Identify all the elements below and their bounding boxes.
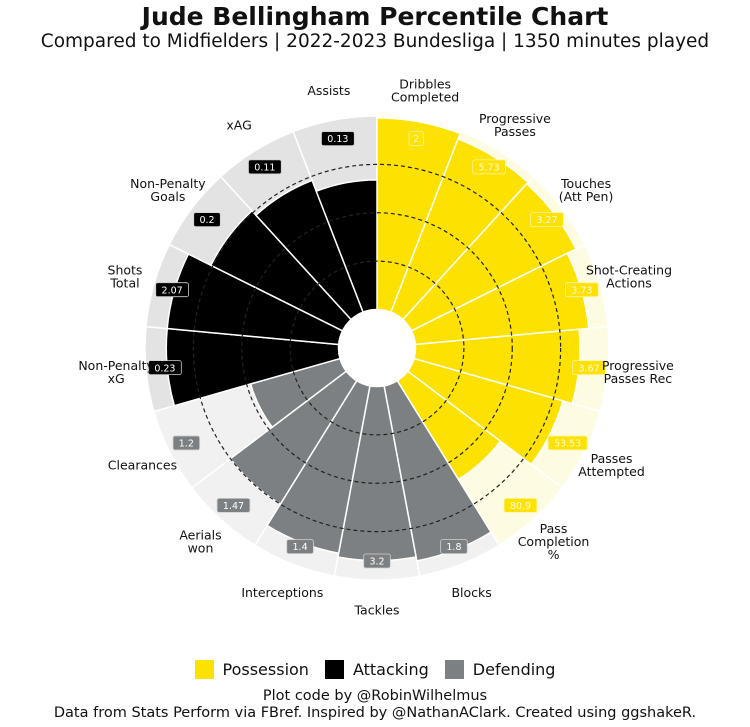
- gridline-50: [241, 212, 513, 484]
- category-label: Dribbles Completed: [391, 76, 459, 104]
- value-label: 5.73: [479, 163, 500, 174]
- legend-label: Possession: [222, 660, 309, 679]
- category-label: Progressive Passes Rec: [602, 358, 674, 386]
- legend-item-possession: Possession: [194, 660, 309, 679]
- category-label: xAG: [226, 118, 251, 133]
- category-label: Aerials won: [179, 528, 221, 556]
- category-label: Touches (Att Pen): [559, 176, 614, 204]
- category-label: Shots Total: [108, 262, 143, 290]
- chart-subtitle: Compared to Midfielders | 2022-2023 Bund…: [40, 31, 710, 52]
- value-label: 3.73: [571, 285, 592, 296]
- footer-source: Data from Stats Perform via FBref. Inspi…: [53, 705, 697, 721]
- category-label: Progressive Passes: [479, 111, 551, 139]
- legend-swatch-attacking: [324, 660, 344, 679]
- value-box: [565, 282, 599, 298]
- center-hole: [338, 309, 416, 387]
- value-box: [530, 212, 564, 228]
- value-box: [503, 498, 538, 513]
- value-box: [572, 360, 606, 376]
- chart-title: Jude Bellingham Percentile Chart: [141, 2, 609, 31]
- value-label: 0.13: [327, 134, 348, 145]
- value-label: 3.27: [536, 215, 557, 226]
- value-box: [440, 539, 468, 555]
- category-label: Clearances: [108, 457, 177, 472]
- category-label: Blocks: [451, 585, 491, 600]
- value-label: 1.4: [293, 542, 308, 553]
- value-box: [363, 553, 391, 569]
- value-box: [193, 212, 221, 228]
- legend-label: Attacking: [352, 660, 429, 679]
- gridline-75: [192, 163, 562, 533]
- value-label: 3.2: [369, 557, 384, 568]
- legend-swatch-possession: [194, 660, 214, 679]
- category-label: Interceptions: [241, 585, 323, 600]
- legend-item-defending: Defending: [444, 660, 556, 679]
- value-box: [216, 498, 251, 513]
- legend-swatch-defending: [444, 660, 464, 679]
- value-label: 80.9: [510, 501, 531, 512]
- value-box: [155, 282, 189, 298]
- value-label: 1.8: [446, 542, 461, 553]
- value-label: 0.2: [199, 215, 214, 226]
- category-label: Assists: [307, 83, 350, 98]
- category-label: Tackles: [353, 603, 399, 618]
- value-label: 53.53: [554, 439, 581, 450]
- value-label: 2: [413, 134, 419, 145]
- category-label: Pass Completion%: [518, 521, 590, 562]
- legend-item-attacking: Attacking: [324, 660, 429, 679]
- value-label: 3.67: [579, 363, 600, 374]
- category-label: Passes Attempted: [578, 451, 644, 479]
- category-label: Shot-Creating Actions: [586, 262, 672, 290]
- value-box: [321, 131, 355, 147]
- value-box: [148, 360, 182, 376]
- value-label: 2.07: [162, 285, 183, 296]
- value-label: 0.23: [154, 363, 175, 374]
- value-label: 0.11: [254, 163, 275, 174]
- category-label: Non-Penalty Goals: [130, 176, 206, 204]
- value-box: [408, 131, 424, 147]
- value-box: [286, 539, 314, 555]
- value-box: [472, 159, 506, 175]
- value-box: [248, 159, 282, 175]
- legend: Possession Attacking Defending: [0, 660, 750, 679]
- value-label: 1.2: [179, 439, 194, 450]
- gridline-25: [289, 260, 465, 436]
- value-box: [547, 435, 588, 451]
- value-box: [172, 435, 201, 451]
- legend-label: Defending: [472, 660, 556, 679]
- category-label: Non-Penalty xG: [78, 358, 154, 386]
- value-label: 1.47: [223, 501, 244, 512]
- footer-credit: Plot code by @RobinWilhelmus: [262, 688, 488, 704]
